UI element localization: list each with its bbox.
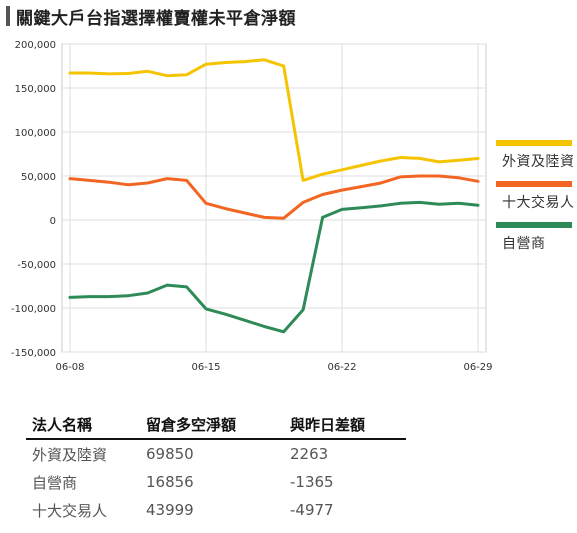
x-tick-label: 06-15 xyxy=(191,362,220,373)
legend-swatch-dealer xyxy=(496,222,572,228)
page-title: 關鍵大戶台指選擇權賣權未平倉淨額 xyxy=(6,4,296,29)
y-tick-label: 200,000 xyxy=(15,40,56,51)
table-row: 外資及陸資 69850 2263 xyxy=(26,439,406,468)
line-chart: 200,000 150,000 100,000 50,000 0 -50,000 -100,… xyxy=(11,40,493,373)
table-row: 十大交易人 43999 -4977 xyxy=(26,496,406,524)
table-header-diff: 與昨日差額 xyxy=(284,410,406,440)
x-tick-label: 06-08 xyxy=(55,362,84,373)
y-tick-label: -50,000 xyxy=(17,260,56,271)
table-cell-entity: 十大交易人 xyxy=(32,501,108,520)
table-cell-net: 69850 xyxy=(146,445,194,463)
table-header-entity: 法人名稱 xyxy=(26,410,140,440)
y-tick-label: 50,000 xyxy=(21,172,56,183)
legend-label-foreign: 外資及陸資 xyxy=(502,154,575,170)
legend-item-foreign: 外資及陸資 xyxy=(496,140,575,171)
legend-item-top10: 十大交易人 xyxy=(496,181,575,212)
table-row: 自營商 16856 -1365 xyxy=(26,468,406,496)
legend-item-dealer: 自營商 xyxy=(496,222,572,253)
table-cell-diff: -1365 xyxy=(290,473,334,491)
table-header-net: 留倉多空淨額 xyxy=(140,410,284,440)
y-tick-label: 100,000 xyxy=(15,128,56,139)
x-tick-label: 06-22 xyxy=(327,362,356,373)
title-accent-bar xyxy=(6,6,10,26)
series-line-1 xyxy=(68,174,480,220)
series-line-2 xyxy=(68,200,480,334)
y-tick-label: -150,000 xyxy=(11,348,56,359)
legend-swatch-top10 xyxy=(496,181,572,187)
table-cell-net: 16856 xyxy=(146,473,194,491)
y-tick-label: -100,000 xyxy=(11,304,56,315)
y-tick-label: 0 xyxy=(50,216,56,227)
plot-area xyxy=(61,43,487,353)
table-cell-entity: 自營商 xyxy=(32,473,78,492)
table-cell-diff: -4977 xyxy=(290,501,334,519)
x-tick-label: 06-29 xyxy=(463,362,492,373)
page-title-text: 關鍵大戶台指選擇權賣權未平倉淨額 xyxy=(16,8,296,29)
legend-swatch-foreign xyxy=(496,140,572,146)
table-cell-entity: 外資及陸資 xyxy=(32,445,108,464)
series-line-0 xyxy=(68,58,480,182)
legend-label-dealer: 自營商 xyxy=(502,236,546,252)
table-cell-net: 43999 xyxy=(146,501,194,519)
table-cell-diff: 2263 xyxy=(290,445,329,463)
legend-label-top10: 十大交易人 xyxy=(502,195,575,211)
table-header-row: 法人名稱 留倉多空淨額 與昨日差額 xyxy=(26,410,406,440)
summary-table: 法人名稱 留倉多空淨額 與昨日差額 外資及陸資 69850 2263 自營商 1… xyxy=(26,410,406,524)
y-tick-label: 150,000 xyxy=(15,84,56,95)
